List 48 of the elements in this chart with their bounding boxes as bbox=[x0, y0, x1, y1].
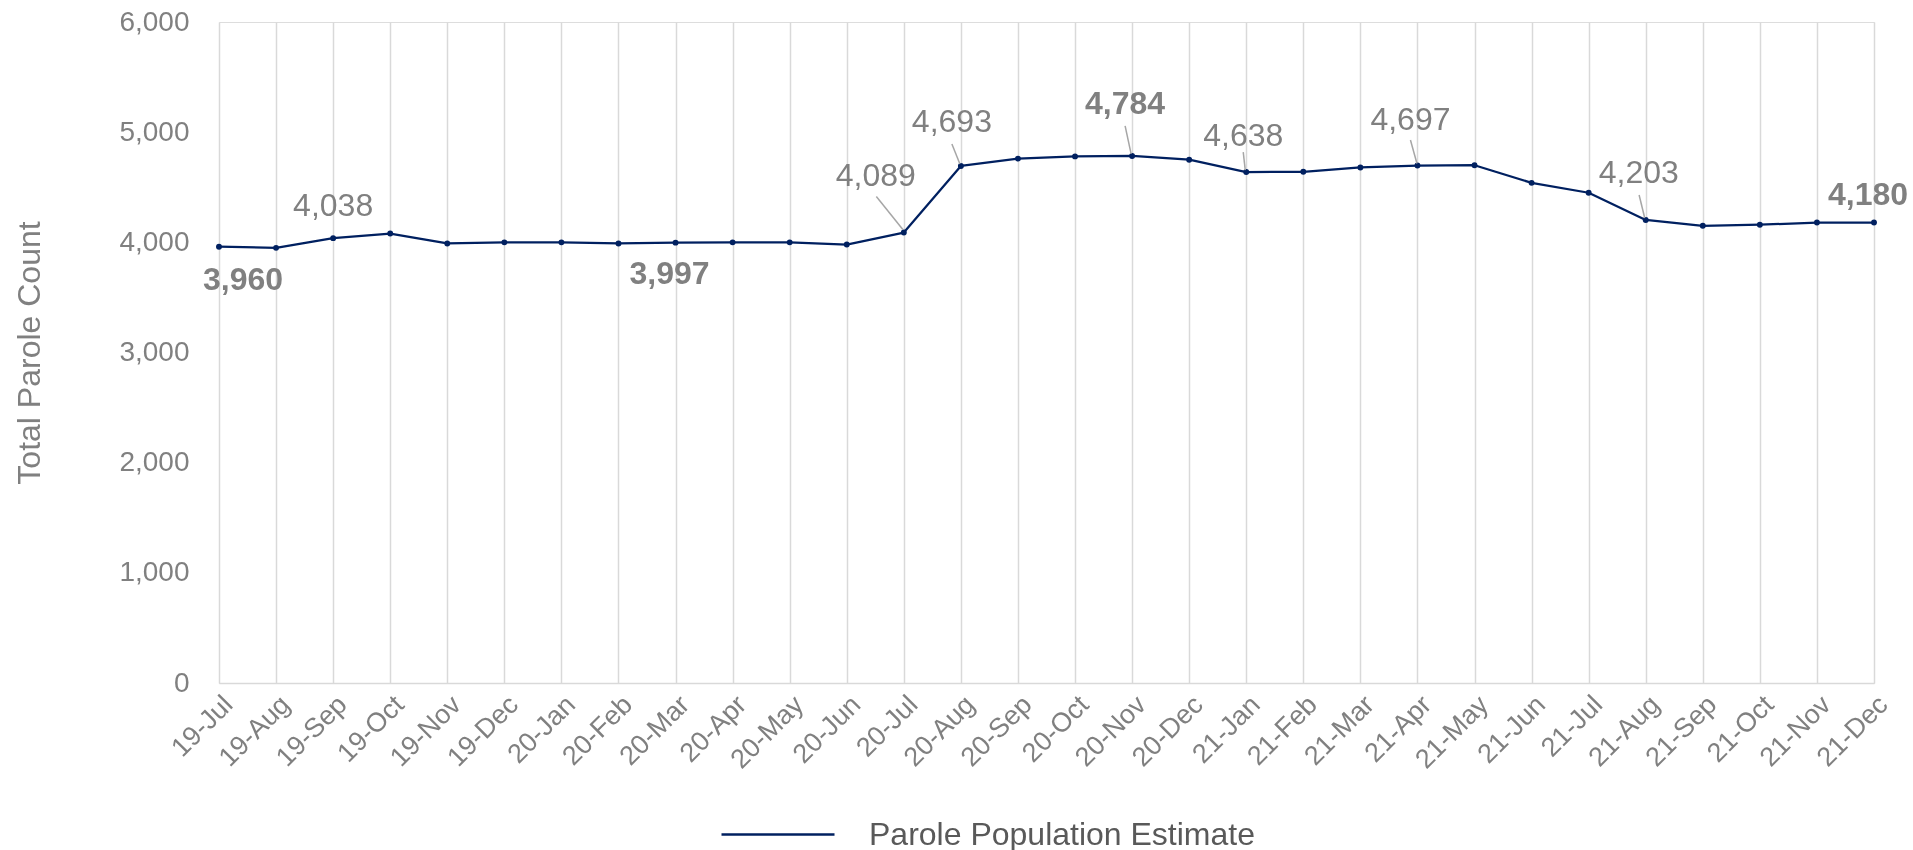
y-tick-label: 4,000 bbox=[119, 225, 190, 257]
point bbox=[1813, 219, 1820, 226]
point bbox=[1699, 222, 1706, 229]
point bbox=[273, 244, 280, 251]
point bbox=[900, 229, 907, 236]
point bbox=[1357, 164, 1364, 171]
point bbox=[1186, 156, 1193, 163]
point bbox=[501, 239, 508, 246]
y-tick-label: 5,000 bbox=[119, 115, 190, 147]
data-label: 4,089 bbox=[835, 156, 916, 193]
point bbox=[957, 163, 964, 169]
point bbox=[729, 239, 736, 246]
y-tick-label: 3,000 bbox=[119, 336, 190, 367]
point bbox=[1756, 221, 1763, 228]
point bbox=[1129, 153, 1136, 159]
y-tick-label: 1,000 bbox=[119, 556, 190, 588]
data-label: 4,693 bbox=[911, 102, 992, 139]
y-tick-label: 2,000 bbox=[119, 446, 190, 478]
point bbox=[558, 239, 565, 246]
data-label: 3,997 bbox=[629, 254, 710, 291]
data-label: 4,180 bbox=[1827, 175, 1909, 212]
data-label: 4,638 bbox=[1203, 117, 1284, 154]
point bbox=[1871, 219, 1877, 226]
point bbox=[444, 240, 451, 247]
point bbox=[1300, 168, 1307, 175]
point bbox=[1414, 162, 1421, 169]
y-tick-label: 6,000 bbox=[119, 5, 190, 37]
point bbox=[615, 240, 622, 247]
data-label: 4,203 bbox=[1598, 153, 1679, 190]
point bbox=[387, 230, 394, 237]
data-label: 4,038 bbox=[293, 187, 374, 224]
data-label: 4,784 bbox=[1085, 84, 1166, 121]
y-tick-label: 0 bbox=[173, 666, 190, 698]
point bbox=[1015, 155, 1021, 162]
point bbox=[216, 243, 222, 250]
point bbox=[1072, 153, 1078, 160]
point bbox=[786, 239, 793, 246]
point bbox=[1471, 162, 1478, 169]
point bbox=[843, 241, 850, 248]
point bbox=[1642, 217, 1649, 223]
data-label: 4,697 bbox=[1370, 100, 1451, 137]
data-label: 3,960 bbox=[202, 260, 284, 297]
point bbox=[672, 239, 679, 246]
point bbox=[1585, 189, 1592, 196]
point bbox=[1243, 169, 1250, 175]
y-axis-title: Total Parole Count bbox=[11, 221, 48, 485]
point bbox=[330, 235, 337, 242]
point bbox=[1528, 179, 1535, 186]
